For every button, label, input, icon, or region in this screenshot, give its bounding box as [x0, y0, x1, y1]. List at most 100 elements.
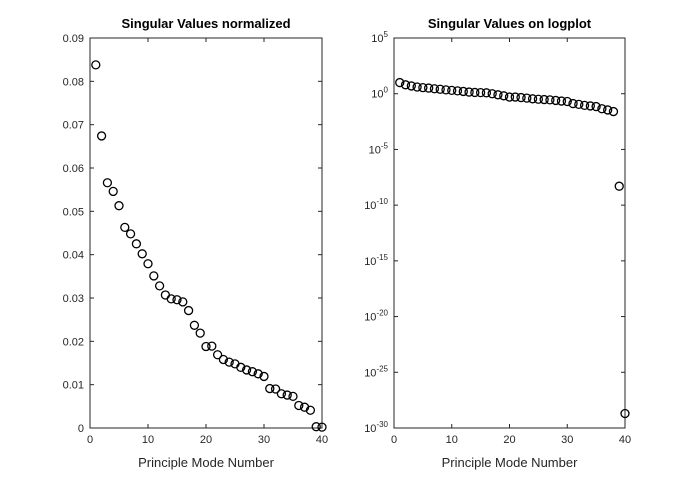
- data-point: [120, 222, 130, 233]
- data-point: [406, 81, 416, 91]
- data-point: [441, 85, 451, 95]
- y-tick-exponent: 0: [384, 86, 389, 95]
- data-point: [195, 328, 205, 338]
- y-tick-label: 0.09: [63, 33, 84, 45]
- data-point: [189, 320, 200, 330]
- x-tick-label: 0: [391, 434, 397, 446]
- data-point: [603, 105, 613, 115]
- data-point: [253, 369, 263, 379]
- y-tick-label: 100: [371, 86, 388, 101]
- data-point: [125, 229, 136, 239]
- data-point: [429, 84, 440, 94]
- data-point: [236, 362, 246, 372]
- data-point: [608, 106, 619, 117]
- y-tick-base: 10: [364, 312, 376, 324]
- chart-title: Singular Values on logplot: [428, 16, 592, 31]
- data-point: [154, 281, 165, 291]
- data-point: [487, 89, 497, 99]
- y-tick-label: 0.07: [63, 120, 84, 132]
- y-tick-exponent: -20: [376, 309, 388, 318]
- chart-title: Singular Values normalized: [121, 16, 290, 31]
- left-plot-normalized: Singular Values normalized 0 10 20 30 40 0 0.01…: [63, 16, 329, 470]
- axes-frame: [89, 37, 323, 429]
- data-point: [579, 100, 590, 111]
- x-tick-label: 20: [200, 434, 212, 446]
- y-tick-label: 0.03: [63, 293, 84, 305]
- data-point: [166, 294, 176, 304]
- data-point: [265, 383, 275, 394]
- y-tick-base: 10: [369, 144, 381, 156]
- data-point: [533, 94, 544, 104]
- y-tick-base: 10: [364, 256, 376, 268]
- y-tick-exponent: -25: [376, 364, 388, 373]
- y-tick-base: 10: [364, 200, 376, 212]
- y-tick-label: 105: [371, 30, 388, 45]
- data-point: [317, 422, 327, 432]
- data-point: [201, 341, 211, 352]
- data-point: [224, 357, 234, 367]
- data-point: [620, 408, 630, 419]
- data-point: [568, 98, 578, 109]
- x-tick-label: 0: [87, 434, 93, 446]
- data-point: [522, 93, 532, 103]
- data-point: [149, 271, 159, 281]
- data-point: [247, 367, 258, 377]
- x-axis-label: Principle Mode Number: [442, 455, 579, 470]
- data-point: [137, 249, 147, 259]
- data-point: [527, 94, 538, 104]
- data-point: [504, 92, 515, 102]
- data-point: [458, 86, 468, 97]
- data-point: [551, 95, 561, 106]
- y-tick-label: 0.05: [63, 206, 84, 218]
- data-point: [143, 259, 153, 269]
- data-point: [597, 104, 607, 114]
- data-point: [276, 389, 287, 399]
- y-tick-label: 10-20: [364, 309, 388, 324]
- y-tick-label: 10-25: [364, 364, 388, 379]
- data-point: [447, 85, 457, 96]
- y-tick-label: 0.06: [63, 163, 84, 175]
- data-point: [475, 87, 486, 98]
- x-tick-label: 30: [561, 434, 573, 446]
- y-tick-label: 0.01: [63, 380, 84, 392]
- y-tick-label: 0.02: [63, 336, 84, 348]
- y-tick-exponent: -30: [376, 420, 388, 429]
- data-point: [282, 390, 292, 400]
- y-tick-base: 10: [371, 89, 383, 101]
- data-point: [91, 60, 101, 70]
- y-tick-exponent: -15: [376, 253, 388, 262]
- y-tick-label: 0: [78, 423, 84, 435]
- y-tick-label: 10-30: [364, 420, 388, 435]
- y-tick-exponent: -10: [376, 197, 388, 206]
- data-point: [591, 101, 601, 112]
- y-tick-exponent: 5: [384, 30, 389, 39]
- data-point: [114, 201, 124, 211]
- data-point: [270, 384, 281, 394]
- data-point: [108, 186, 118, 197]
- axes-frame: [393, 37, 626, 429]
- y-tick-label: 0.04: [63, 250, 84, 262]
- data-point: [418, 83, 428, 93]
- x-tick-label: 40: [316, 434, 328, 446]
- data-point: [183, 305, 194, 316]
- data-point: [395, 77, 405, 88]
- data-point: [400, 80, 411, 90]
- data-point: [585, 101, 595, 111]
- data-point: [212, 350, 223, 360]
- data-point: [294, 400, 304, 411]
- x-tick-label: 30: [258, 434, 270, 446]
- data-point: [160, 290, 171, 300]
- data-point: [556, 96, 567, 106]
- y-tick-label: 10-10: [364, 197, 388, 212]
- y-tick-label: 0.08: [63, 76, 84, 88]
- data-point: [516, 92, 526, 103]
- data-point: [435, 84, 445, 94]
- data-point: [96, 131, 107, 141]
- data-point: [493, 90, 503, 100]
- y-tick-label: 10-15: [364, 253, 388, 268]
- data-point: [470, 87, 480, 98]
- y-tick-label: 10-5: [369, 141, 389, 156]
- data-point: [172, 295, 182, 305]
